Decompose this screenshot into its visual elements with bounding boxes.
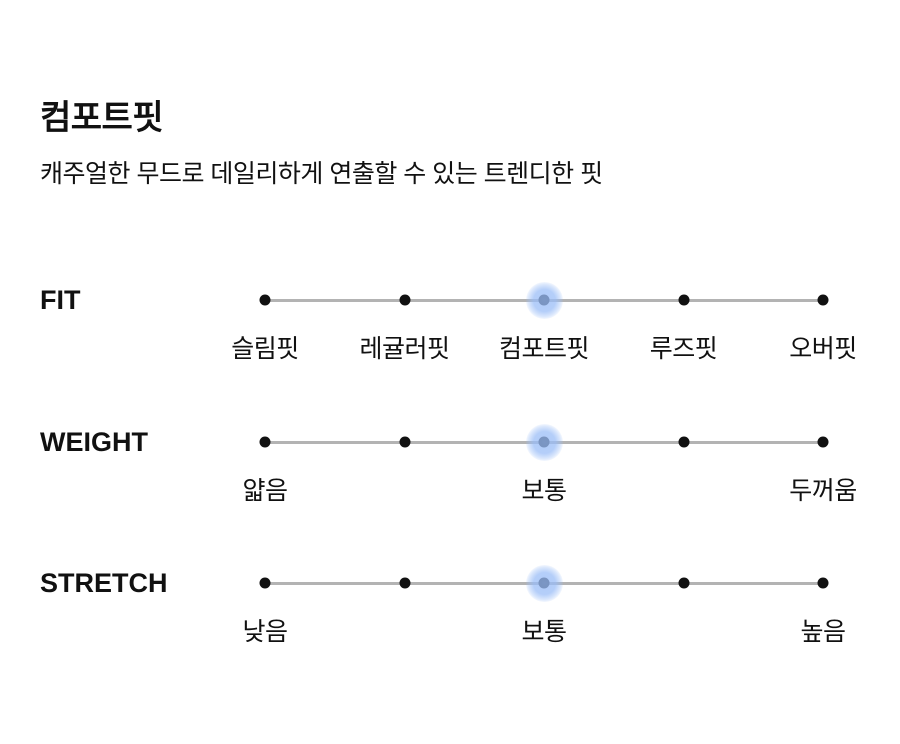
weight-scale-row: WEIGHT 얇음 보통 두꺼움 (40, 422, 860, 532)
stretch-scale-row: STRETCH 낮음 보통 높음 (40, 563, 860, 673)
tick-label: 슬림핏 (231, 335, 299, 363)
tick-label: 컴포트핏 (498, 335, 590, 363)
tick-label: 얇음 (242, 477, 288, 505)
scale-dot (259, 436, 271, 448)
fit-scale-row: FIT 슬림핏 레귤러핏 컴포트핏 루즈핏 오버핏 (40, 280, 860, 390)
scale-dot (678, 294, 689, 306)
scale-dot (817, 294, 829, 306)
tick-label: 높음 (800, 618, 846, 646)
page-subtitle: 캐주얼한 무드로 데일리하게 연출할 수 있는 트렌디한 핏 (40, 160, 603, 188)
scale-dot (678, 436, 689, 448)
tick-label: 낮음 (242, 618, 288, 646)
tick-label: 보통 (521, 618, 567, 646)
tick-label: 오버핏 (789, 335, 857, 363)
scale-dot (399, 436, 410, 448)
scale-dot (817, 436, 829, 448)
scale-dot (678, 577, 689, 589)
tick-label: 레귤러핏 (359, 335, 450, 363)
scale-dot (259, 577, 271, 589)
scale-name-fit: FIT (40, 285, 81, 315)
tick-label: 보통 (521, 477, 567, 505)
page-title: 컴포트핏 (40, 99, 164, 137)
scale-dot (538, 294, 550, 306)
scale-name-weight: WEIGHT (40, 427, 148, 457)
tick-label: 두꺼움 (789, 477, 857, 505)
scale-dot (259, 294, 271, 306)
tick-label: 루즈핏 (649, 335, 718, 363)
scale-name-stretch: STRETCH (40, 568, 168, 598)
scale-dot (538, 436, 550, 448)
stretch-scale-track: 낮음 보통 높음 (242, 563, 846, 673)
scale-dot (538, 577, 550, 589)
scale-dot (399, 577, 410, 589)
scale-dot (817, 577, 829, 589)
weight-scale-track: 얇음 보통 두꺼움 (242, 422, 857, 532)
fit-scale-track: 슬림핏 레귤러핏 컴포트핏 루즈핏 오버핏 (231, 280, 857, 390)
scale-dot (399, 294, 410, 306)
